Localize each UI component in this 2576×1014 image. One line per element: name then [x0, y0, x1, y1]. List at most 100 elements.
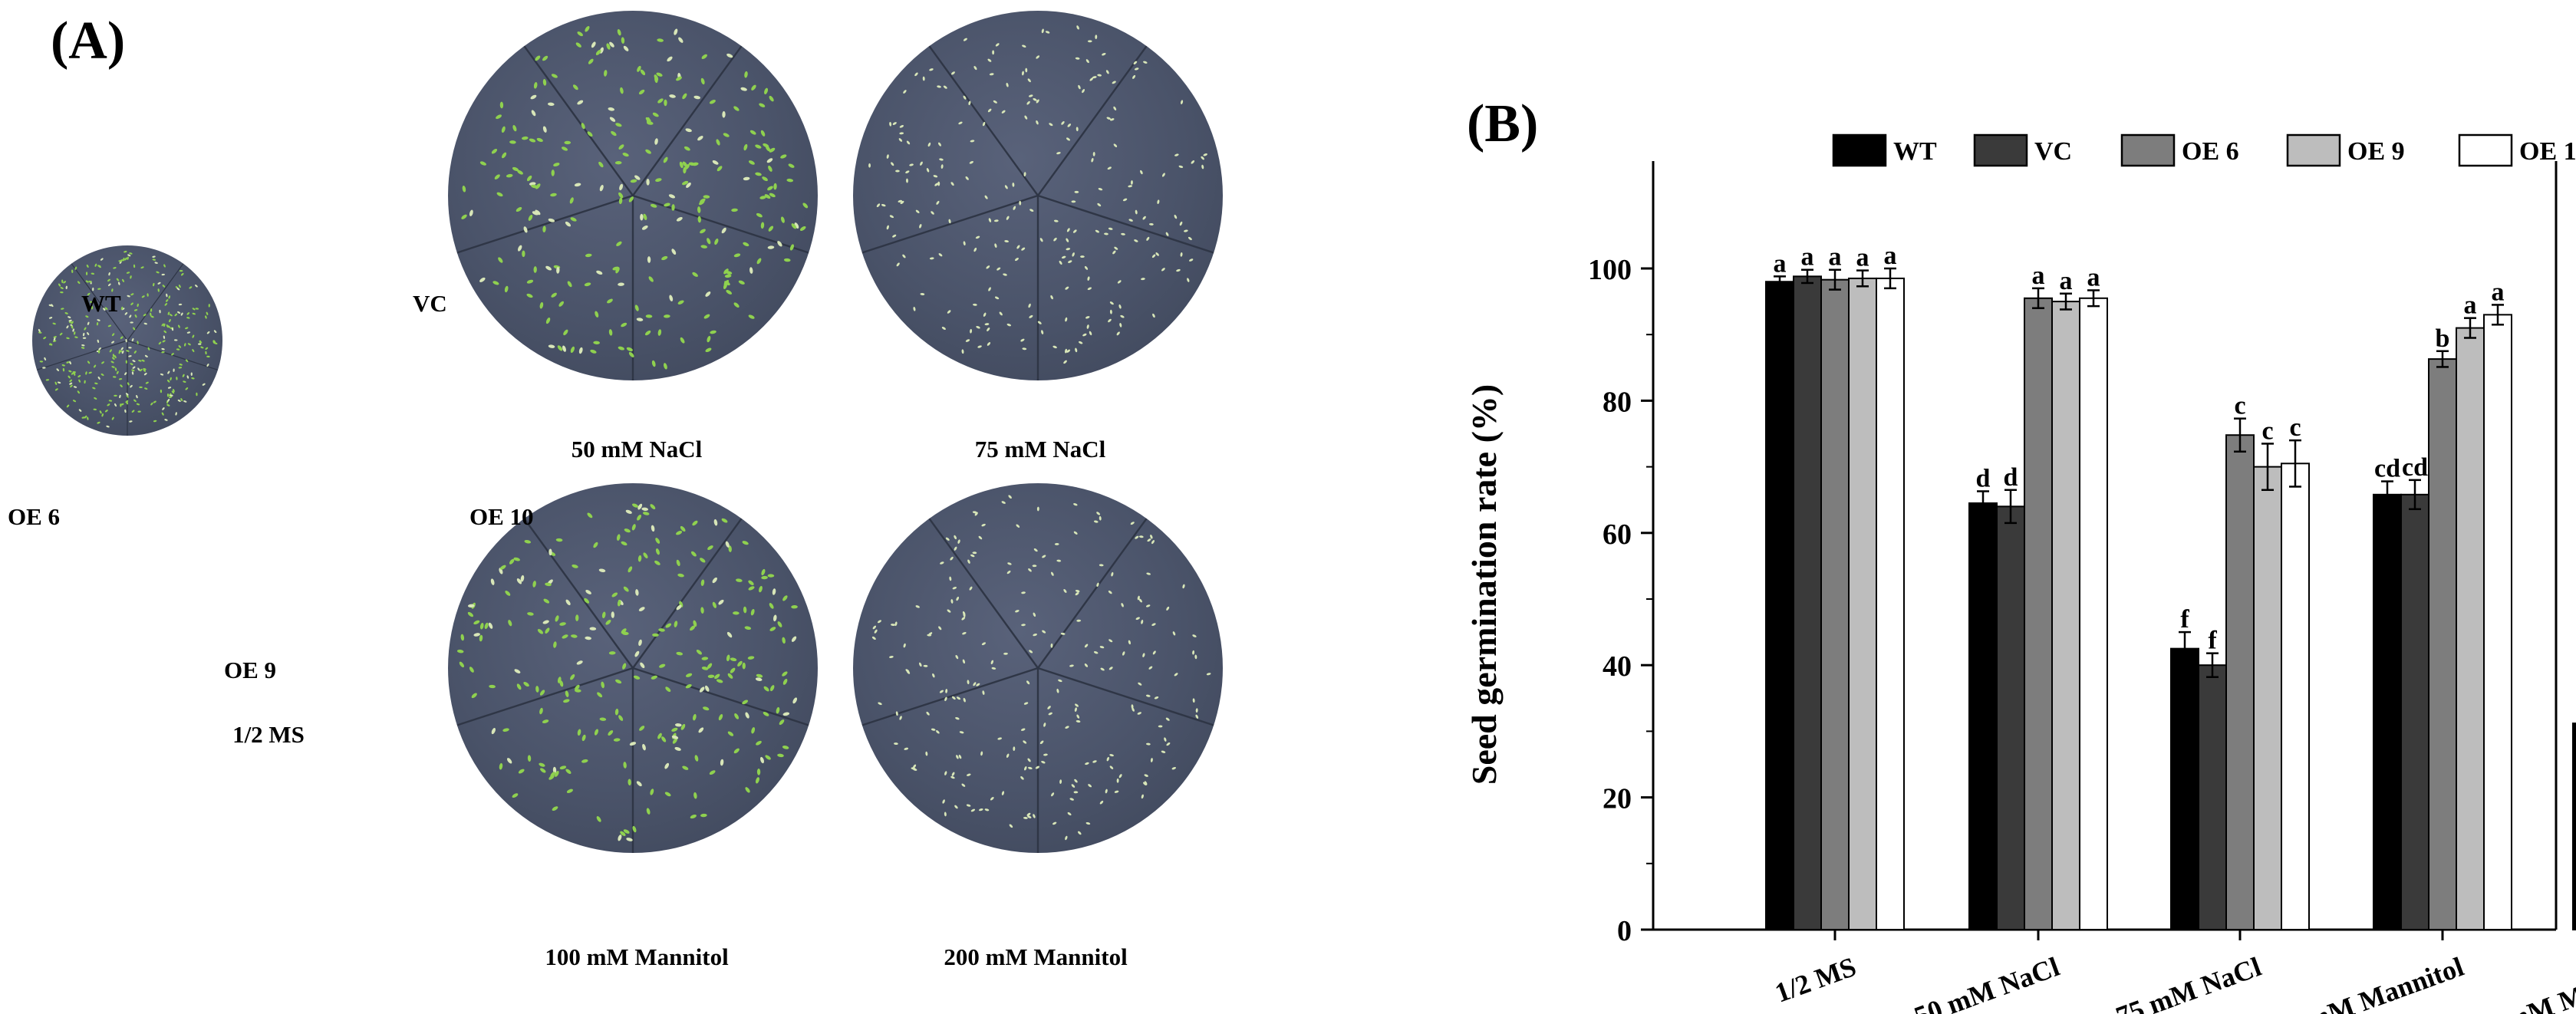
seedling	[1008, 495, 1012, 499]
panel-a-label: (A)	[51, 12, 126, 71]
seedling	[152, 255, 156, 258]
seedling	[936, 200, 940, 205]
seedling	[940, 561, 944, 565]
seedling	[667, 56, 673, 62]
seedling	[161, 273, 165, 276]
seedling	[701, 657, 709, 660]
seedling	[684, 146, 690, 151]
seedling	[980, 751, 983, 756]
x-tick-label: 75 mM NaCl	[2112, 951, 2265, 1014]
seedling	[618, 282, 624, 286]
seedling	[1178, 165, 1184, 168]
seedling	[721, 518, 728, 523]
seedling	[565, 690, 569, 697]
seedling	[576, 660, 583, 665]
seedling	[529, 138, 536, 143]
seedling	[902, 254, 906, 258]
seedling	[1203, 153, 1207, 156]
seedling	[130, 275, 132, 279]
seedling	[121, 350, 124, 354]
seedling	[69, 360, 71, 365]
seedling	[59, 332, 63, 336]
seedling	[712, 577, 717, 584]
seedling	[658, 628, 665, 632]
seedling	[1143, 61, 1148, 64]
seedling	[730, 667, 736, 673]
seedling	[696, 649, 703, 655]
seedling	[680, 723, 686, 730]
seedling	[682, 180, 689, 186]
genotype-label-vc: VC	[413, 290, 447, 317]
seedling	[150, 312, 152, 317]
seedling	[1001, 501, 1006, 504]
seedling	[927, 142, 931, 147]
seedling	[945, 689, 948, 693]
seedling	[926, 711, 930, 716]
seedling	[632, 825, 637, 833]
seedling	[957, 539, 960, 544]
seedling	[97, 421, 100, 424]
seedling	[958, 121, 963, 125]
seedling	[973, 66, 977, 71]
seedling	[109, 349, 112, 353]
seedling	[479, 277, 486, 282]
seedling	[1069, 798, 1074, 801]
seedling	[551, 74, 558, 78]
seedling	[677, 300, 684, 305]
seedling	[685, 128, 692, 133]
seedling	[82, 337, 87, 339]
seedling	[663, 363, 667, 370]
seedling	[545, 265, 552, 271]
seedling	[74, 331, 76, 335]
seedling	[904, 747, 909, 750]
seedling	[104, 307, 108, 310]
seedling	[722, 110, 726, 118]
seedling	[526, 279, 534, 284]
seedling	[1022, 347, 1027, 351]
seedling	[85, 280, 89, 283]
seedling	[895, 711, 898, 716]
seedling	[161, 323, 164, 327]
seedling	[68, 375, 71, 379]
seedling	[617, 29, 621, 36]
seedling	[628, 196, 634, 202]
seedling	[531, 110, 536, 117]
seedling	[1128, 640, 1131, 645]
seedling	[938, 253, 943, 257]
seedling	[85, 371, 87, 375]
seedling	[171, 327, 174, 331]
seedling	[147, 293, 149, 297]
seedling	[154, 262, 158, 264]
seedling	[1137, 712, 1141, 715]
seedling	[1006, 323, 1012, 327]
seedling	[492, 281, 499, 285]
seedling	[107, 324, 111, 328]
seedling	[614, 708, 619, 716]
seedling	[1056, 152, 1061, 155]
seedling	[767, 245, 775, 249]
seedling	[661, 255, 668, 261]
significance-letter: cd	[2374, 455, 2400, 483]
seedling	[791, 223, 797, 229]
seedling	[769, 627, 776, 631]
x-tick-label: 50 mM NaCl	[1910, 951, 2064, 1014]
seedling	[589, 627, 597, 630]
plate-divider	[523, 518, 634, 669]
seedling	[700, 607, 704, 614]
seedling	[107, 278, 110, 281]
seedling	[170, 394, 173, 397]
seedling	[920, 293, 925, 295]
seedling	[725, 541, 730, 548]
seedling	[628, 566, 633, 573]
seedling	[723, 133, 730, 137]
seedling	[950, 182, 954, 186]
seedling	[886, 154, 889, 159]
seedling	[923, 664, 928, 667]
seedling	[38, 328, 41, 333]
plate-divider	[632, 667, 809, 726]
seedling	[152, 258, 156, 261]
seedling	[981, 642, 987, 646]
seedling	[613, 738, 621, 742]
seedling	[533, 82, 538, 89]
bar	[2281, 463, 2310, 931]
